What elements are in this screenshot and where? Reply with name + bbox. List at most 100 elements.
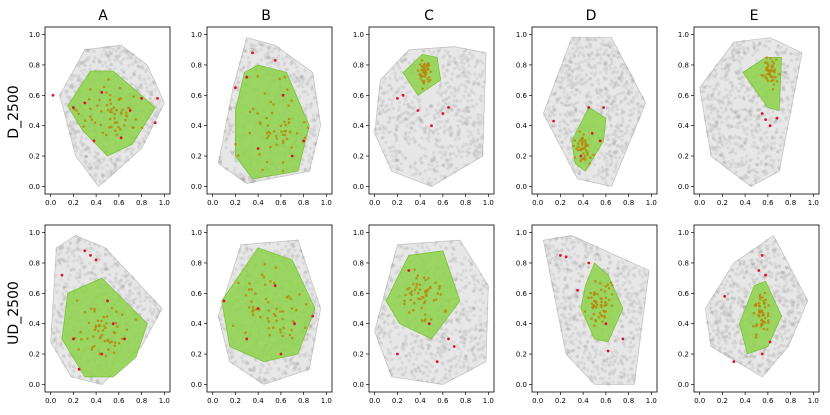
cloud-point bbox=[267, 46, 271, 51]
cloud-point bbox=[102, 179, 106, 183]
cloud-point bbox=[68, 364, 72, 369]
cloud-point bbox=[54, 263, 58, 267]
cloud-point bbox=[305, 103, 309, 107]
cloud-point bbox=[461, 145, 465, 149]
cloud-point bbox=[712, 136, 716, 140]
cloud-point bbox=[586, 38, 591, 42]
cloud-point bbox=[61, 346, 65, 350]
cloud-point bbox=[139, 77, 144, 81]
highlight-points bbox=[234, 74, 310, 173]
cloud-point bbox=[548, 113, 552, 118]
cloud-point bbox=[613, 132, 617, 136]
cloud-point bbox=[418, 124, 422, 128]
cloud-point bbox=[62, 285, 66, 289]
cloud-point bbox=[317, 304, 321, 308]
cloud-point bbox=[460, 150, 464, 154]
cloud-point bbox=[562, 87, 566, 91]
cloud-point bbox=[447, 164, 451, 168]
highlight-point bbox=[592, 153, 595, 157]
cloud-point bbox=[267, 241, 272, 245]
cloud-point bbox=[714, 72, 719, 76]
cloud-point bbox=[564, 63, 569, 68]
cloud-point bbox=[234, 172, 239, 177]
cloud-point bbox=[737, 50, 741, 55]
cloud-point bbox=[735, 43, 740, 48]
cloud-point bbox=[155, 114, 159, 118]
cloud-point bbox=[395, 158, 399, 163]
cloud-point bbox=[393, 133, 397, 137]
highlight-point bbox=[583, 146, 587, 149]
cloud-point bbox=[780, 73, 784, 78]
cloud-point bbox=[603, 51, 607, 55]
cloud-point bbox=[252, 368, 256, 372]
cloud-point bbox=[756, 116, 760, 120]
x-tick-label: 0.2 bbox=[717, 199, 728, 207]
cloud-point bbox=[301, 90, 305, 94]
cloud-point bbox=[614, 164, 618, 168]
cloud-point bbox=[269, 366, 273, 371]
cloud-point bbox=[477, 143, 481, 147]
cloud-point bbox=[49, 327, 54, 331]
cloud-point bbox=[305, 82, 310, 86]
cloud-point bbox=[151, 319, 155, 323]
cloud-point bbox=[108, 253, 113, 257]
cloud-point bbox=[394, 127, 398, 131]
cloud-point bbox=[597, 168, 601, 172]
cloud-point bbox=[119, 278, 123, 283]
cloud-point bbox=[777, 158, 781, 162]
cloud-point bbox=[454, 104, 458, 109]
cloud-point bbox=[553, 108, 557, 112]
cloud-point bbox=[155, 316, 159, 320]
cloud-point bbox=[460, 65, 464, 69]
cloud-point bbox=[609, 124, 614, 128]
cloud-point bbox=[229, 128, 233, 132]
cloud-point bbox=[708, 85, 712, 89]
cloud-point bbox=[88, 261, 92, 265]
highlight-point bbox=[269, 145, 272, 149]
x-tick-label: 1.0 bbox=[321, 199, 332, 207]
cloud-point bbox=[586, 52, 590, 57]
cloud-point bbox=[130, 275, 135, 279]
cloud-point bbox=[417, 100, 421, 104]
cloud-point bbox=[242, 180, 247, 184]
cloud-point bbox=[473, 149, 477, 153]
cloud-point bbox=[742, 83, 746, 88]
cloud-point bbox=[107, 272, 112, 277]
cloud-point bbox=[231, 130, 236, 134]
cloud-point bbox=[128, 56, 133, 61]
axes-ticks: 0.00.00.20.20.40.40.60.60.80.81.01.0 bbox=[191, 31, 332, 207]
cloud-point bbox=[467, 93, 472, 98]
cloud-point bbox=[396, 168, 400, 172]
cloud-point bbox=[614, 49, 619, 54]
cloud-point bbox=[104, 51, 109, 55]
outlier-point bbox=[245, 75, 249, 79]
cloud-point bbox=[621, 91, 626, 95]
cloud-point bbox=[769, 116, 773, 120]
cloud-point bbox=[433, 167, 437, 171]
cloud-point bbox=[308, 166, 312, 170]
cloud-point bbox=[248, 254, 253, 258]
cloud-point bbox=[109, 280, 114, 285]
cloud-point bbox=[753, 114, 757, 118]
cloud-point bbox=[117, 157, 121, 162]
cloud-point bbox=[441, 63, 445, 68]
cloud-point bbox=[613, 76, 618, 80]
cloud-point bbox=[445, 161, 450, 165]
cloud-point bbox=[637, 115, 641, 119]
cloud-point bbox=[417, 172, 421, 176]
cloud-point bbox=[131, 276, 136, 281]
cloud-point bbox=[380, 103, 385, 107]
cloud-point bbox=[121, 285, 125, 289]
cloud-point bbox=[758, 138, 762, 142]
x-tick-label: 0.6 bbox=[113, 199, 125, 207]
cloud-point bbox=[732, 53, 736, 58]
cloud-point bbox=[578, 90, 582, 95]
cloud-point bbox=[405, 90, 409, 95]
cloud-point bbox=[465, 109, 470, 114]
cloud-point bbox=[607, 63, 612, 68]
cloud-point bbox=[59, 335, 63, 339]
cloud-point bbox=[293, 367, 297, 371]
cloud-point bbox=[382, 92, 386, 96]
highlight-point bbox=[97, 324, 101, 328]
cloud-point bbox=[440, 106, 445, 110]
